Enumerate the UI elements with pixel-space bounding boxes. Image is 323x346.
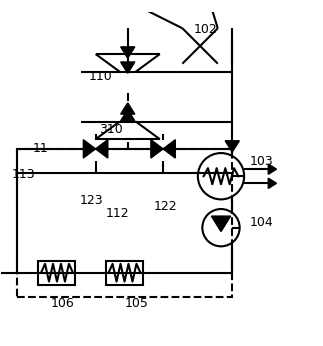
Text: 106: 106 — [50, 297, 74, 310]
Text: 105: 105 — [124, 297, 148, 310]
Polygon shape — [268, 178, 276, 189]
Polygon shape — [211, 216, 231, 231]
Text: 310: 310 — [99, 123, 122, 136]
Polygon shape — [163, 140, 175, 158]
Bar — [106, 261, 143, 285]
Polygon shape — [96, 140, 108, 158]
Polygon shape — [83, 140, 96, 158]
Text: 102: 102 — [194, 24, 217, 36]
Polygon shape — [121, 47, 135, 58]
Text: 122: 122 — [153, 200, 177, 213]
Text: 11: 11 — [33, 143, 48, 155]
Polygon shape — [151, 140, 163, 158]
Polygon shape — [121, 103, 135, 114]
Bar — [38, 261, 76, 285]
Polygon shape — [268, 164, 276, 174]
Text: 112: 112 — [105, 207, 129, 220]
Polygon shape — [225, 141, 239, 152]
Text: 104: 104 — [250, 216, 274, 229]
Text: 113: 113 — [12, 168, 36, 181]
Text: 110: 110 — [89, 70, 113, 83]
Text: 103: 103 — [250, 155, 274, 168]
Polygon shape — [121, 62, 135, 73]
Text: 123: 123 — [79, 194, 103, 207]
Polygon shape — [121, 110, 135, 121]
